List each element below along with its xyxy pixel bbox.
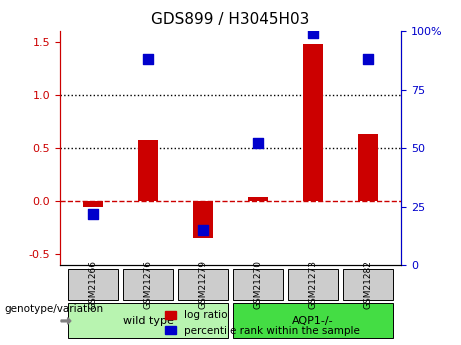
FancyBboxPatch shape <box>343 269 393 300</box>
Text: genotype/variation: genotype/variation <box>5 304 104 314</box>
Legend: log ratio, percentile rank within the sample: log ratio, percentile rank within the sa… <box>161 306 364 340</box>
Text: GSM21266: GSM21266 <box>89 260 97 309</box>
Text: wild type: wild type <box>123 316 173 326</box>
FancyBboxPatch shape <box>288 269 338 300</box>
Text: GSM21270: GSM21270 <box>254 260 262 309</box>
FancyBboxPatch shape <box>68 269 118 300</box>
Text: GSM21276: GSM21276 <box>143 260 153 309</box>
Text: GSM21279: GSM21279 <box>199 260 207 309</box>
Point <box>199 227 207 233</box>
Bar <box>193 201 213 238</box>
Text: GSM21282: GSM21282 <box>364 260 372 309</box>
Point <box>309 31 317 36</box>
Text: GSM21273: GSM21273 <box>308 260 318 309</box>
FancyArrow shape <box>61 318 71 324</box>
Bar <box>303 44 323 201</box>
Title: GDS899 / H3045H03: GDS899 / H3045H03 <box>151 12 310 27</box>
FancyBboxPatch shape <box>233 269 283 300</box>
FancyBboxPatch shape <box>123 269 173 300</box>
Point <box>144 56 152 62</box>
FancyBboxPatch shape <box>178 269 228 300</box>
FancyBboxPatch shape <box>233 303 393 338</box>
Point <box>89 211 97 216</box>
Point <box>364 56 372 62</box>
Bar <box>138 139 158 201</box>
Bar <box>359 134 378 201</box>
Text: AQP1-/-: AQP1-/- <box>292 316 334 326</box>
Bar <box>83 201 103 207</box>
FancyBboxPatch shape <box>68 303 228 338</box>
Point <box>254 140 262 146</box>
Bar <box>248 197 268 201</box>
